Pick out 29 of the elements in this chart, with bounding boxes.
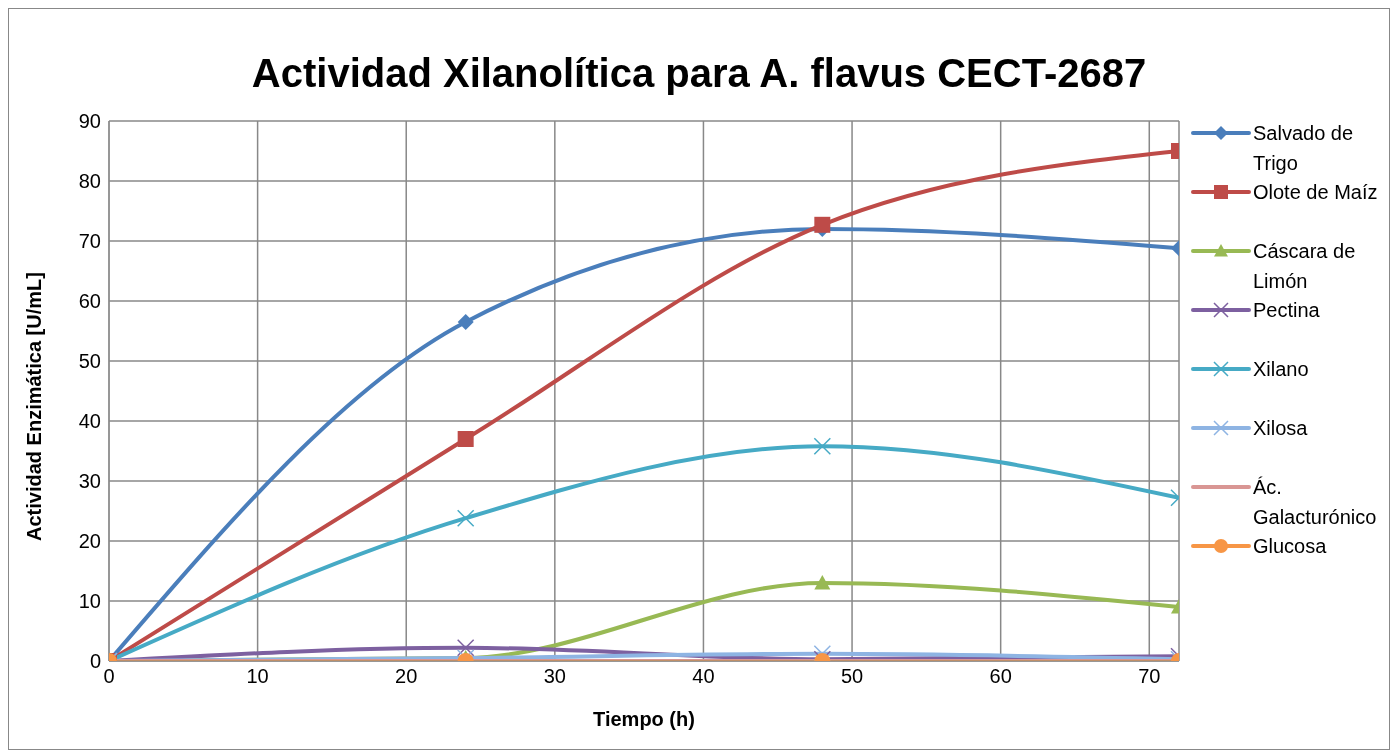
x-tick-label: 30 [543, 665, 566, 688]
x-tick-label: 40 [692, 665, 715, 688]
legend-label: Xilosa [1253, 416, 1308, 441]
legend-label: Pectina [1253, 298, 1320, 323]
y-tick-label: 20 [78, 530, 101, 553]
y-tick-label: 60 [78, 290, 101, 313]
chart-title: Actividad Xilanolítica para A. flavus CECT-2687 [250, 51, 1148, 97]
y-tick-label: 80 [78, 170, 101, 193]
y-tick-label: 70 [78, 230, 101, 253]
y-tick-label: 50 [78, 350, 101, 373]
y-tick-label: 40 [78, 410, 101, 433]
legend-label: Olote de Maíz [1253, 180, 1378, 205]
legend-label: Cáscara de Limón [1253, 239, 1357, 294]
legend-label: Ác. Galacturónico [1253, 475, 1378, 530]
x-axis-title: Tiempo (h) [593, 708, 695, 730]
x-tick-label: 70 [1138, 665, 1161, 688]
x-tick-label: 60 [989, 665, 1012, 688]
x-tick-label: 10 [246, 665, 269, 688]
x-tick-label: 50 [840, 665, 864, 688]
legend-label: Salvado de Trigo [1253, 121, 1355, 176]
y-axis-title: Actividad Enzimática [U/mL] [23, 272, 46, 541]
legend-label: Glucosa [1253, 534, 1327, 559]
y-tick-label: 0 [89, 650, 101, 673]
y-tick-label: 90 [78, 110, 101, 133]
x-tick-label: 20 [395, 665, 418, 688]
y-tick-label: 10 [78, 590, 101, 613]
y-tick-label: 30 [78, 470, 101, 493]
legend-label: Xilano [1253, 357, 1309, 382]
x-tick-label: 0 [103, 665, 115, 688]
